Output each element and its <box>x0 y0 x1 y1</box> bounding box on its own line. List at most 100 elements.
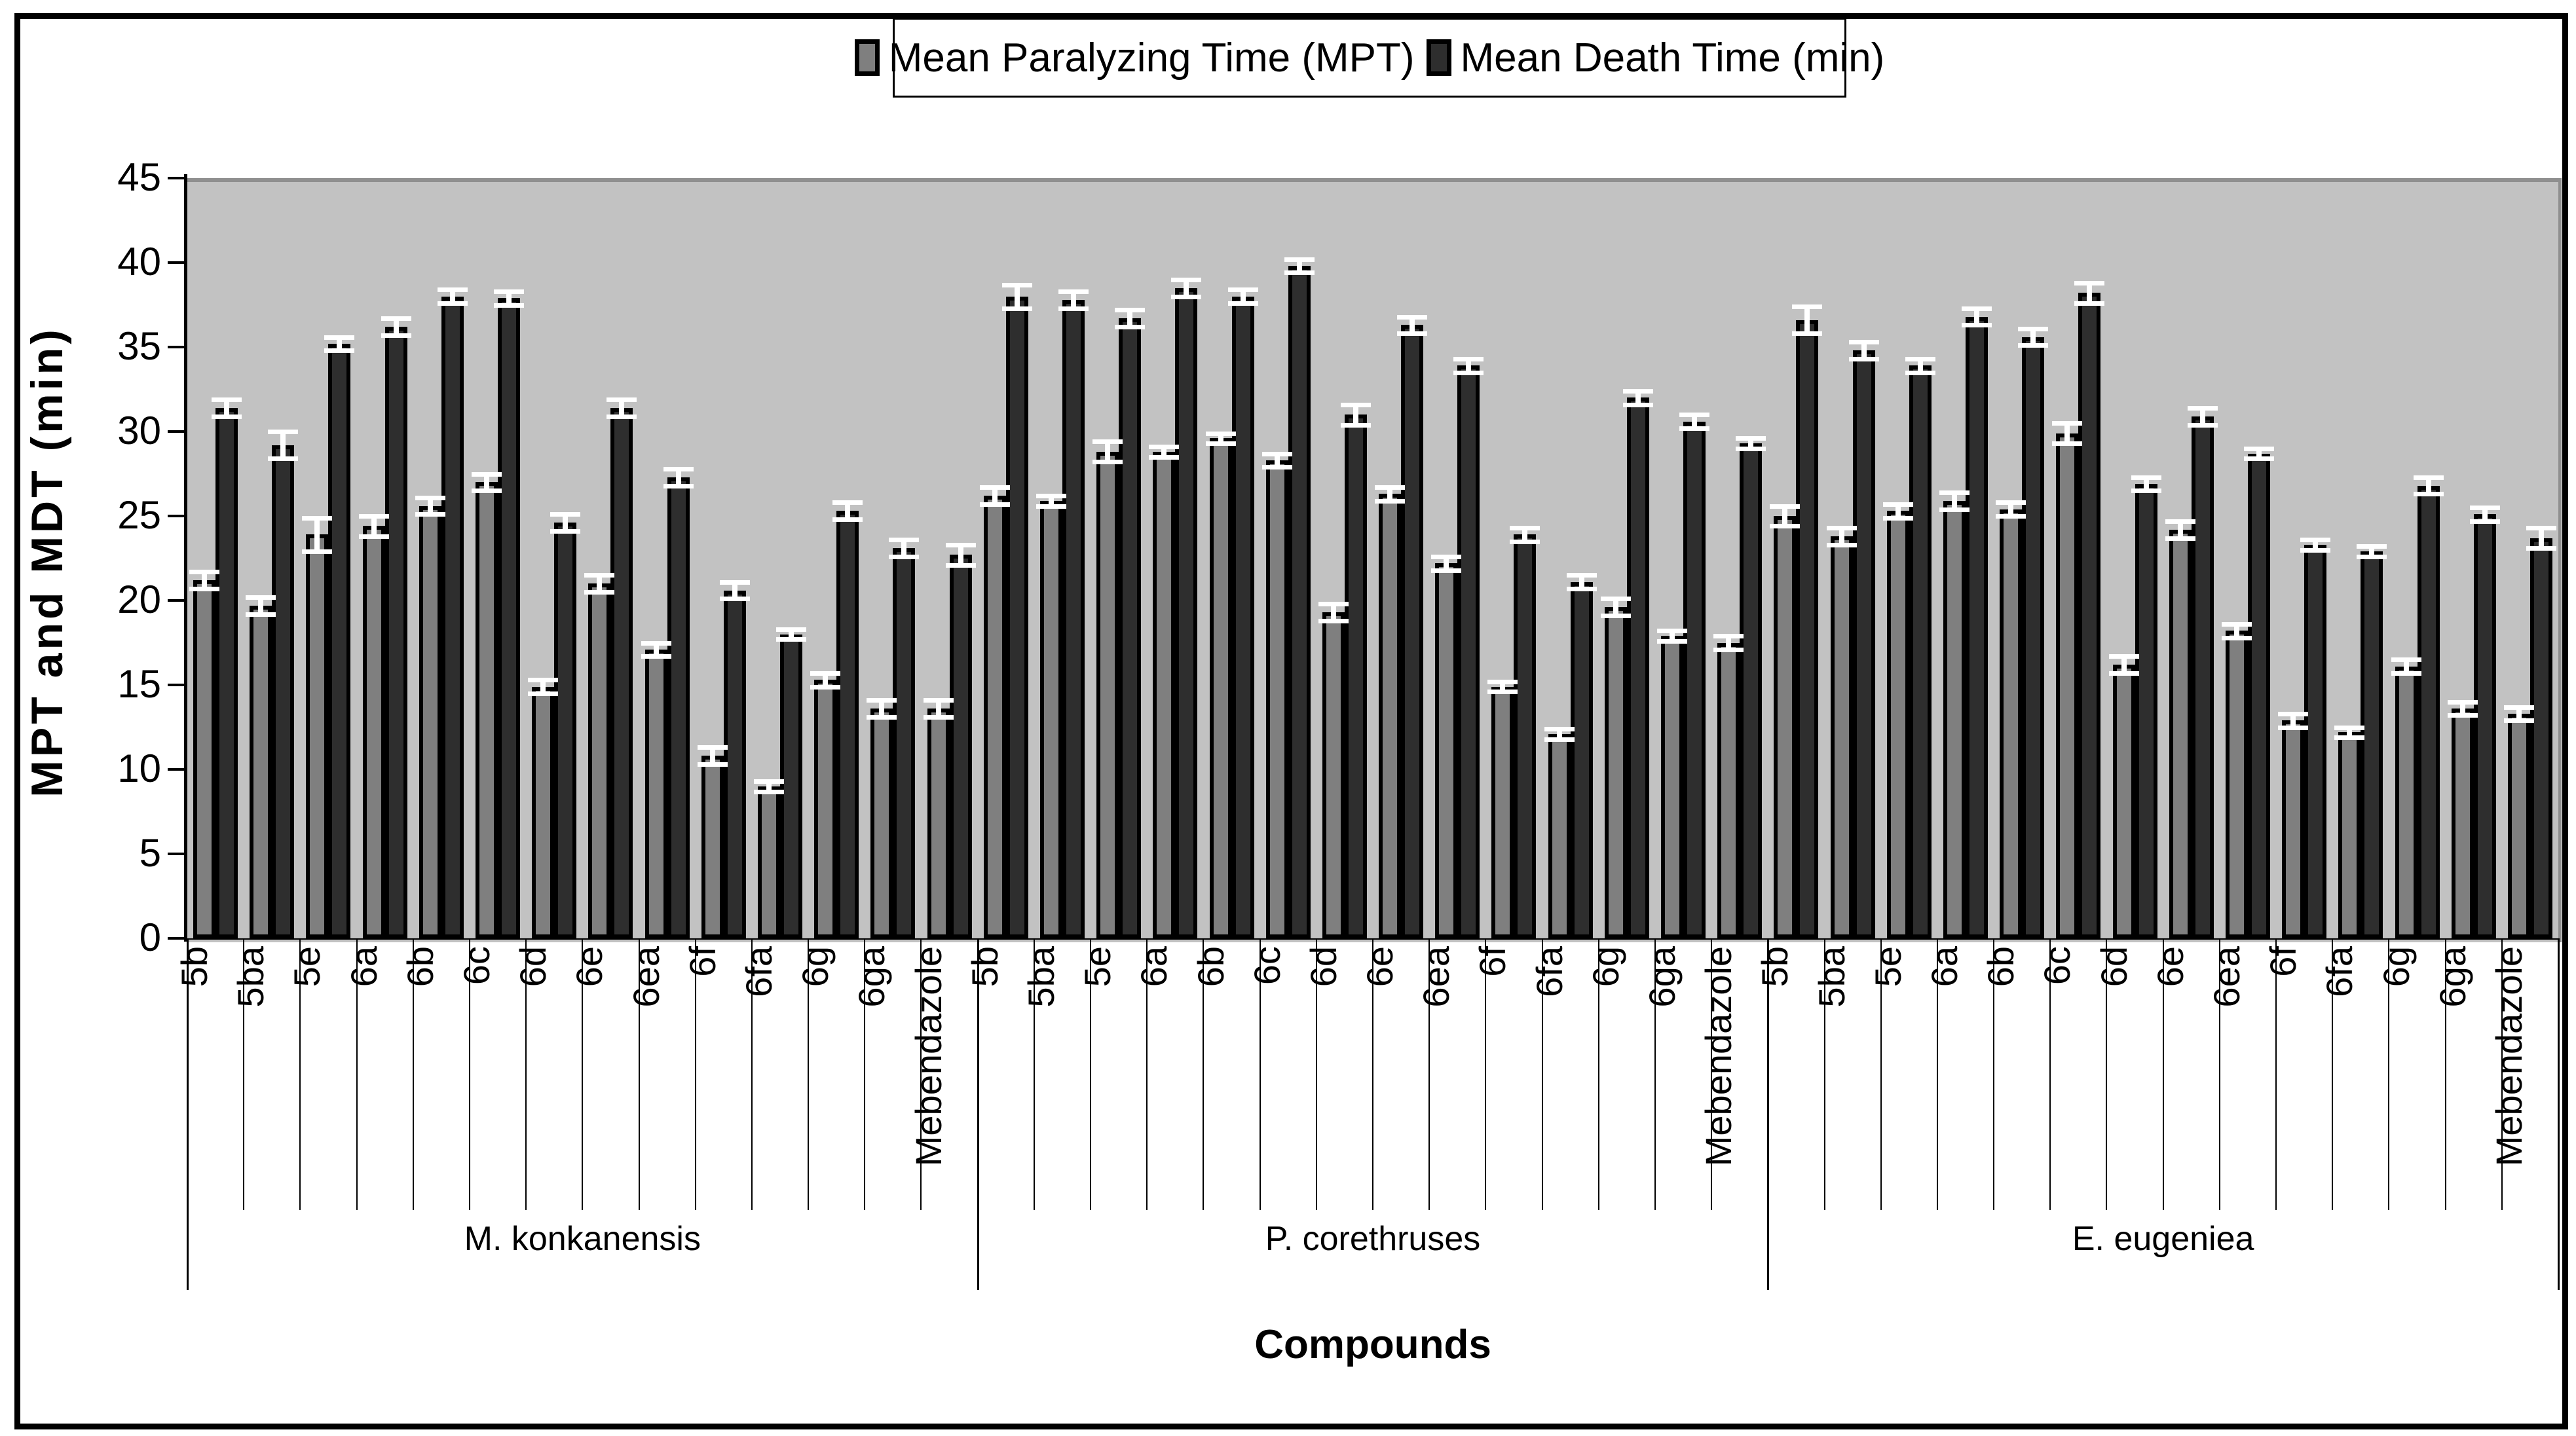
error-bar-stem <box>1500 681 1506 692</box>
error-bar-stem <box>619 399 625 416</box>
mdt-bar <box>2135 483 2157 938</box>
x-axis-category-label: 6c <box>456 946 498 985</box>
error-bar-stem <box>1161 447 1167 457</box>
x-axis-category-label: 5ba <box>1810 946 1852 1008</box>
error-bar-cap <box>1227 287 1258 293</box>
y-axis-tick <box>168 853 185 855</box>
category-separator-line <box>1597 938 1599 1210</box>
error-bar-cap <box>1679 426 1710 431</box>
x-axis-category-label: 6ea <box>625 946 667 1008</box>
error-bar-stem <box>1466 359 1472 373</box>
mdt-bar <box>1344 414 1367 938</box>
mpt-bar <box>1265 460 1288 938</box>
y-axis-tick-label: 0 <box>139 915 161 959</box>
error-bar-stem <box>393 318 399 335</box>
error-bar-stem <box>2177 521 2183 538</box>
error-bar-cap <box>2469 506 2500 511</box>
error-bar-cap <box>1205 441 1236 447</box>
category-separator-line <box>2218 938 2220 1210</box>
mdt-bar <box>441 296 464 938</box>
error-bar-stem <box>1330 604 1336 621</box>
error-bar-cap <box>415 512 445 517</box>
x-axis-category-label: 6a <box>1924 946 1965 987</box>
error-bar-stem <box>597 575 603 593</box>
error-bar-cap <box>1848 357 1879 362</box>
x-axis-category-label: 5e <box>1077 946 1119 987</box>
mpt-bar <box>1039 500 1062 938</box>
mdt-bar <box>1231 296 1254 938</box>
error-bar-stem <box>823 672 829 687</box>
error-bar-cap <box>1736 436 1766 441</box>
category-separator-line <box>808 938 810 1210</box>
y-axis-tick-label: 20 <box>117 578 161 621</box>
error-bar-stem <box>1409 316 1415 334</box>
mdt-bar <box>1570 581 1593 938</box>
x-axis-category-label: 5ba <box>1020 946 1062 1008</box>
error-bar-cap <box>324 335 355 340</box>
error-bar-cap <box>381 333 411 338</box>
error-bar-cap <box>528 691 559 696</box>
legend-item-mdt: Mean Death Time (min) <box>1426 35 1884 81</box>
error-bar-cap <box>945 542 976 547</box>
error-bar-cap <box>923 715 954 720</box>
y-axis-tick <box>168 937 185 940</box>
error-bar-stem <box>1917 359 1923 373</box>
category-separator-line <box>1033 938 1035 1210</box>
error-bar-cap <box>1996 500 2026 506</box>
error-bar-stem <box>1218 433 1223 444</box>
error-bar-cap <box>1962 306 1992 311</box>
y-axis-tick <box>168 261 185 264</box>
error-bar-cap <box>437 301 468 306</box>
error-bar-cap <box>2165 519 2195 524</box>
y-axis-tick-label: 35 <box>117 324 161 368</box>
x-axis-category-label: 6e <box>1359 946 1401 987</box>
error-bar-stem <box>1184 279 1189 297</box>
category-separator-line <box>1823 938 1825 1210</box>
category-separator-line <box>2049 938 2051 1210</box>
mpt-bar <box>1096 451 1119 938</box>
error-bar-stem <box>901 540 907 557</box>
error-bar-cap <box>584 573 615 578</box>
y-axis-tick-label: 40 <box>117 240 161 284</box>
mpt-bar <box>2451 709 2474 938</box>
mdt-bar <box>384 327 407 938</box>
error-bar-cap <box>1453 357 1484 362</box>
mdt-bar <box>215 407 238 938</box>
error-bar-cap <box>358 534 389 539</box>
x-axis-category-label: Mebendazole <box>907 946 949 1167</box>
error-bar-cap <box>415 495 445 500</box>
error-bar-cap <box>1905 357 1935 362</box>
chart-legend: Mean Paralyzing Time (MPT) Mean Death Ti… <box>854 18 1884 98</box>
error-bar-cap <box>1284 270 1315 276</box>
error-bar-stem <box>958 544 963 565</box>
mdt-bar <box>2247 453 2270 938</box>
error-bar-cap <box>889 554 920 559</box>
mpt-bar <box>2338 732 2361 938</box>
error-bar-stem <box>427 497 433 515</box>
mdt-bar <box>498 298 521 938</box>
mdt-bar <box>1909 365 1932 938</box>
error-bar-cap <box>1487 679 1518 684</box>
group-separator-line <box>2558 938 2560 1290</box>
error-bar-cap <box>324 348 355 354</box>
error-bar-stem <box>1444 556 1449 570</box>
x-axis-title: Compounds <box>1254 1322 1491 1367</box>
x-axis-category-label: 5b <box>174 946 215 987</box>
error-bar-cap <box>1657 638 1688 644</box>
y-axis-tick-label: 30 <box>117 409 161 452</box>
error-bar-cap <box>1510 526 1540 531</box>
axis-group-label: E. eugeniea <box>2072 1220 2254 1258</box>
category-separator-line <box>2275 938 2277 1210</box>
error-bar-cap <box>2447 699 2478 705</box>
error-bar-cap <box>1713 634 1744 639</box>
error-bar-cap <box>697 762 728 767</box>
error-bar-stem <box>2290 713 2296 727</box>
error-bar-cap <box>2052 421 2083 426</box>
mdt-bar <box>1288 266 1311 938</box>
error-bar-cap <box>2357 554 2387 559</box>
mpt-bar <box>1491 686 1514 938</box>
mpt-bar <box>2395 666 2417 938</box>
error-bar-cap <box>1848 340 1879 345</box>
error-bar-cap <box>607 414 637 419</box>
error-bar-cap <box>2447 713 2478 718</box>
